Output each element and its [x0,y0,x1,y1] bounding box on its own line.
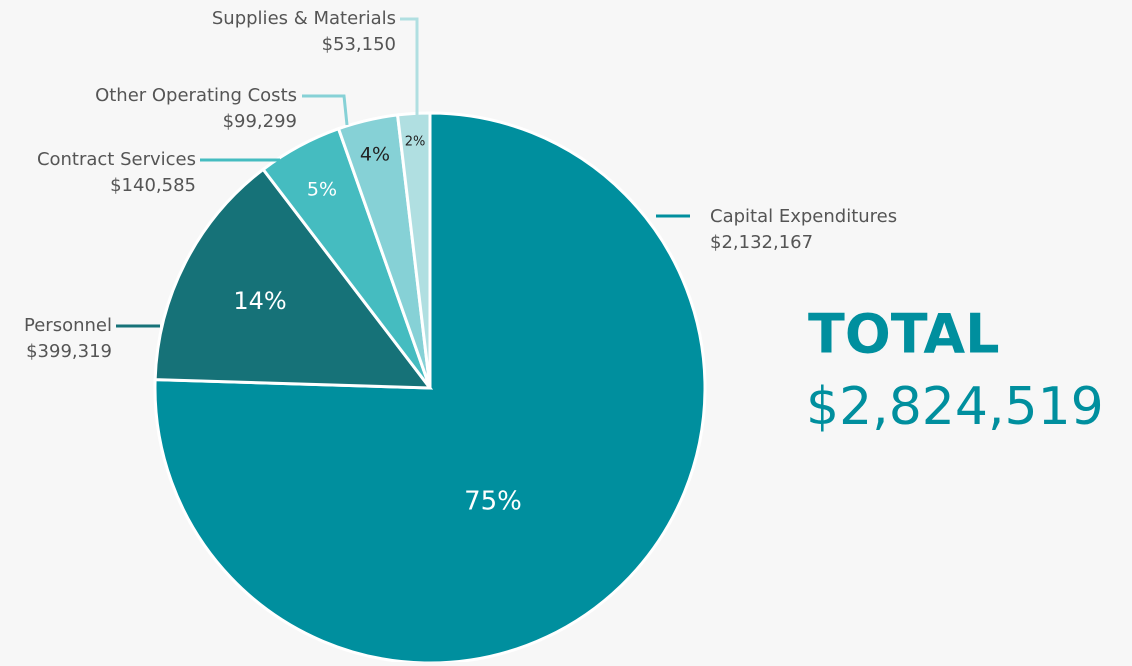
value-label: $140,585 [110,175,196,196]
pie-slice [153,167,434,390]
slice-label: Personnel [24,315,112,336]
leader-line [302,94,349,126]
percent-label: 5% [307,179,337,201]
percent-label: 14% [233,287,286,315]
pie-slice [153,111,707,665]
value-label: $2,132,167 [710,232,813,253]
slice-label: Contract Services [37,149,196,170]
total-label: TOTAL [808,303,1000,366]
pie-slice [395,111,432,389]
percent-label: 75% [464,487,522,517]
slice-label: Capital Expenditures [710,206,897,227]
percent-label: 4% [360,144,390,166]
slice-label: Other Operating Costs [95,85,297,106]
leader-line [400,17,419,116]
value-label: $99,299 [223,111,297,132]
total-value: $2,824,519 [806,377,1104,437]
percent-label: 2% [405,135,426,150]
slice-label: Supplies & Materials [212,8,396,29]
value-label: $53,150 [322,34,396,55]
value-label: $399,319 [26,341,112,362]
